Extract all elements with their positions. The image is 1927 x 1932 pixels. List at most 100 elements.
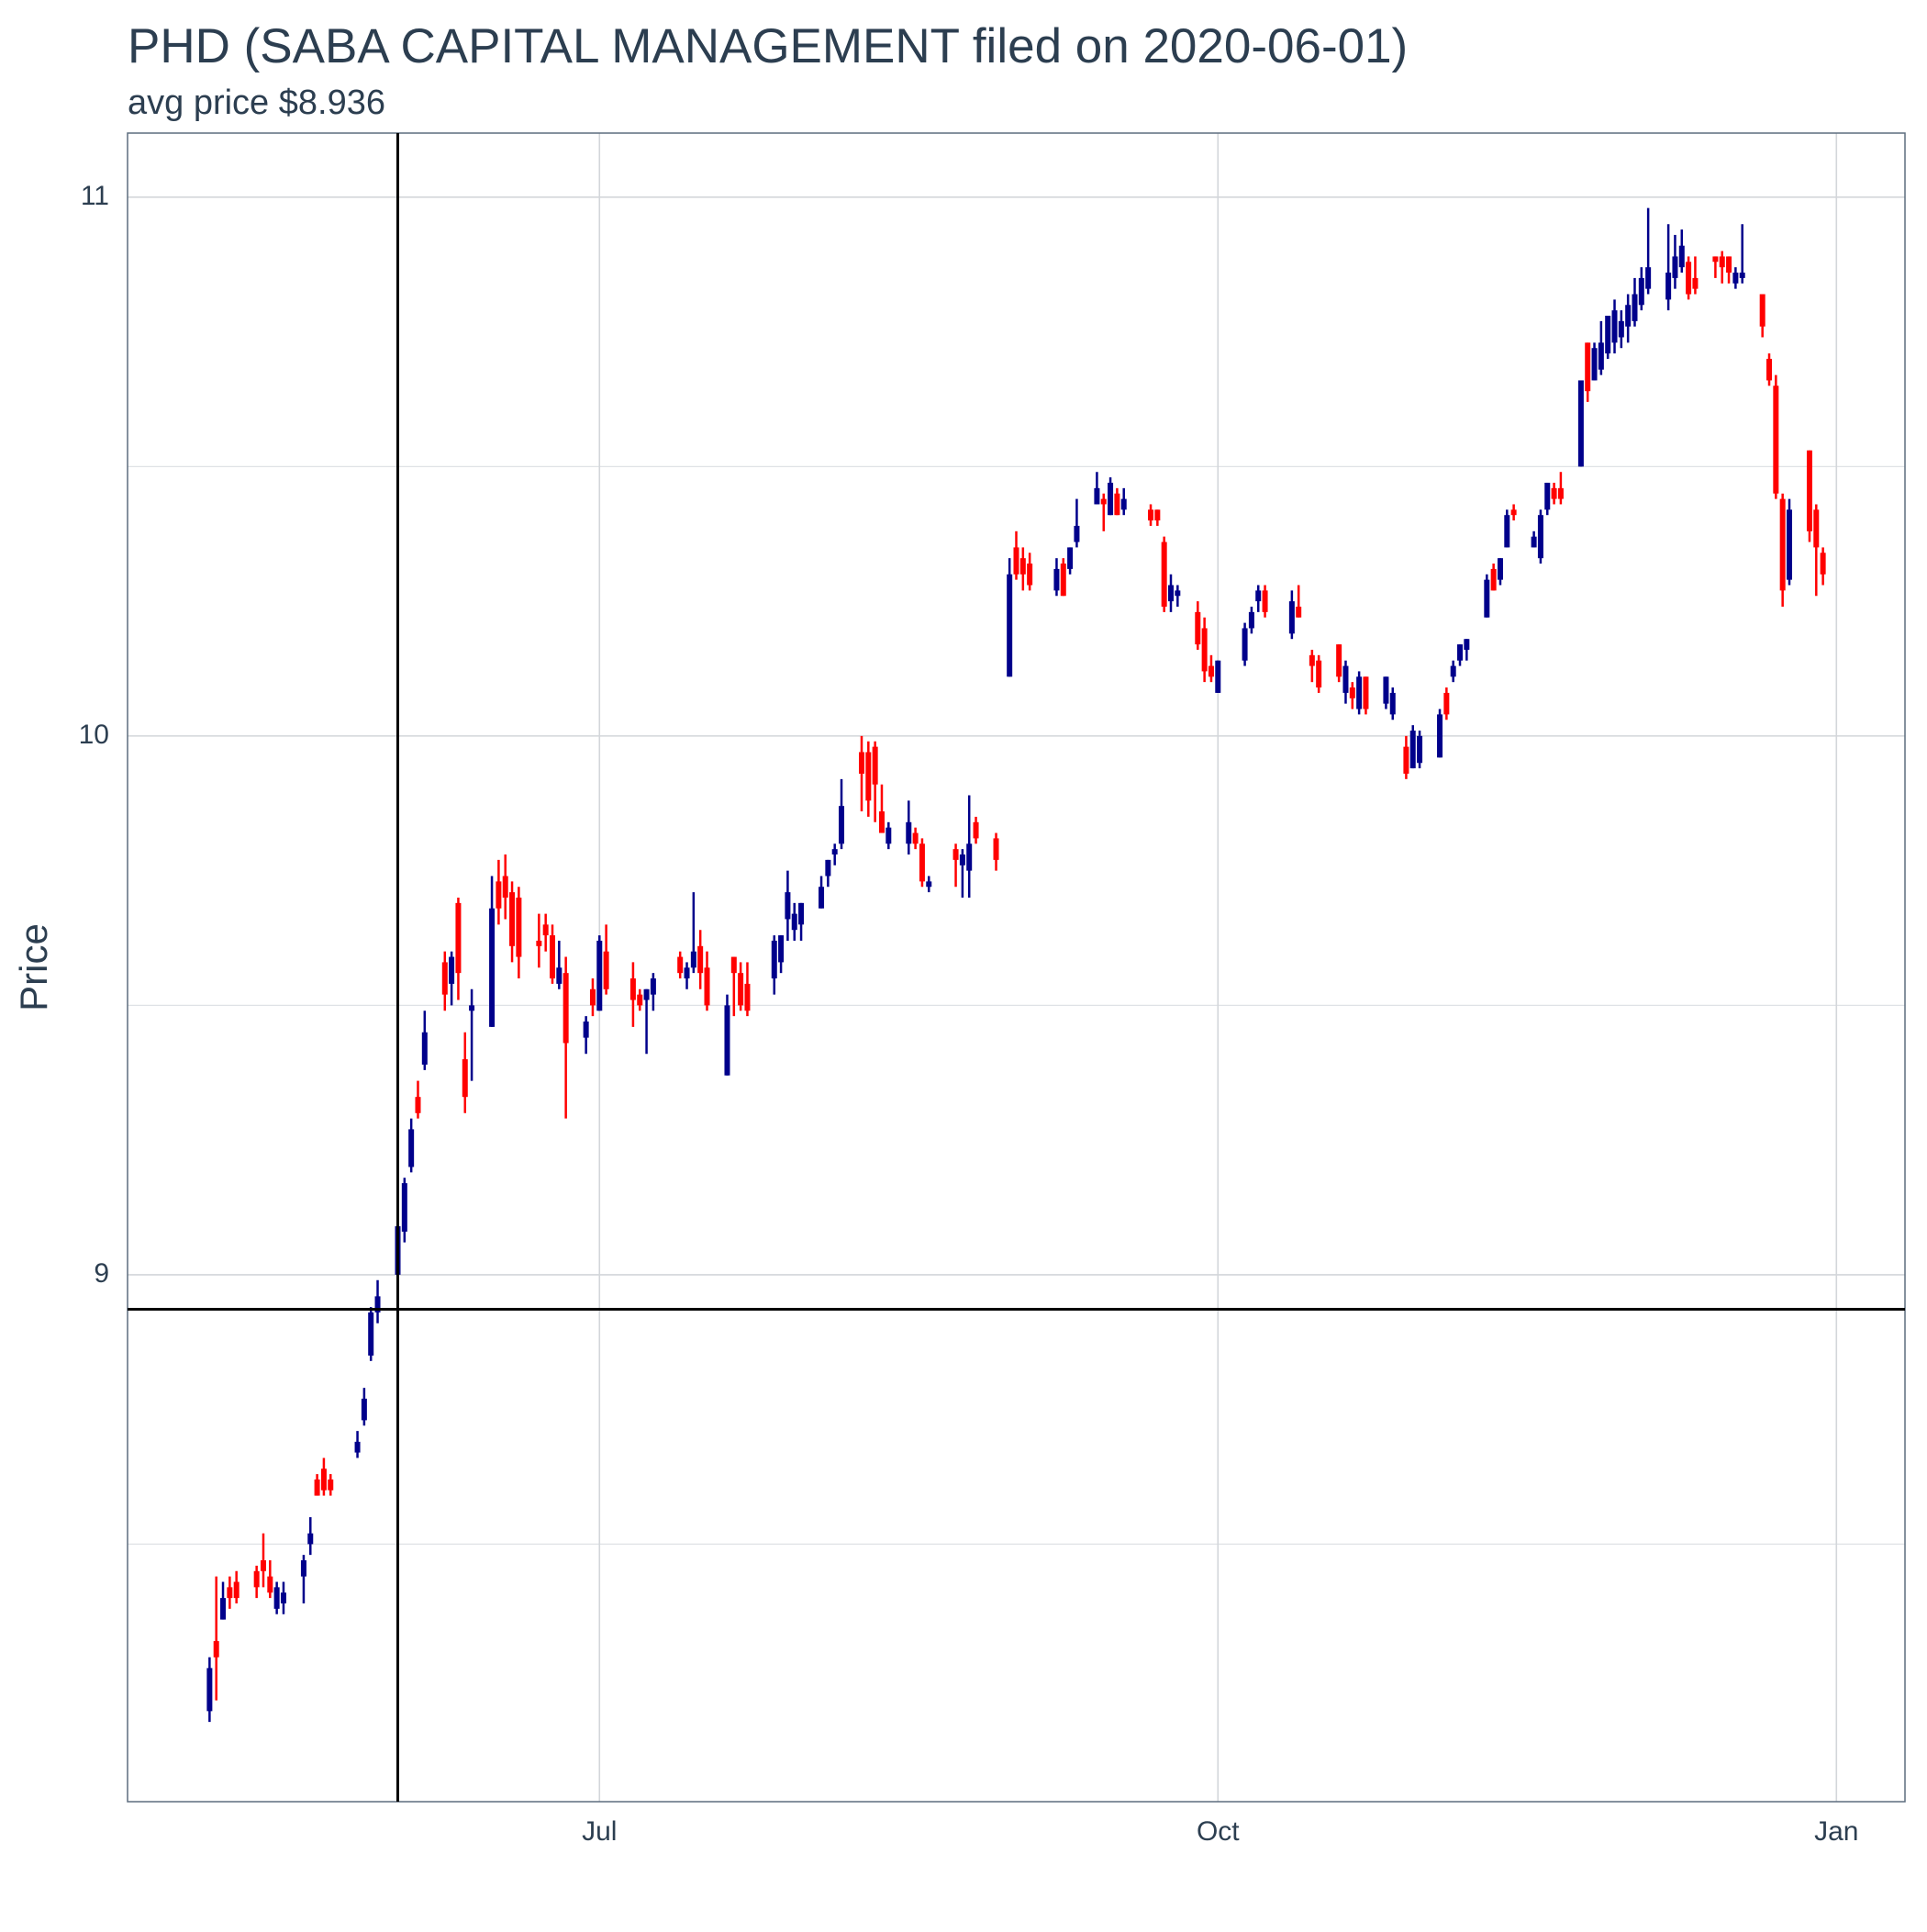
candle-body	[1120, 498, 1127, 510]
candle-body	[1201, 628, 1208, 672]
candle-body	[563, 973, 569, 1044]
candle-body	[489, 908, 496, 1027]
candle-body	[1161, 542, 1167, 607]
candle-body	[1585, 342, 1591, 392]
candle-body	[1591, 348, 1598, 381]
candle-body	[603, 951, 609, 989]
candle-body	[637, 994, 643, 1006]
y-axis-title: Price	[12, 923, 55, 1011]
x-tick-label: Jan	[1814, 1816, 1858, 1847]
candle-body	[1665, 273, 1672, 300]
candle-body	[1417, 735, 1423, 764]
candle-body	[550, 935, 556, 979]
candle-body	[865, 752, 872, 801]
candle-body	[280, 1592, 286, 1603]
candle-body	[1813, 509, 1820, 548]
candle-body	[1686, 262, 1692, 295]
candle-body	[973, 821, 979, 839]
candle-body	[1074, 525, 1080, 542]
chart-title: PHD (SABA CAPITAL MANAGEMENT filed on 20…	[128, 19, 1408, 73]
candle-body	[1019, 558, 1026, 575]
candle-body	[374, 1296, 381, 1312]
candle-body	[1678, 245, 1685, 268]
candle-body	[684, 967, 690, 979]
candle-body	[1457, 644, 1464, 661]
candle-body	[1094, 487, 1100, 505]
candle-body	[368, 1312, 374, 1356]
candle-body	[704, 967, 710, 1006]
candle-body	[1692, 277, 1699, 289]
candle-body	[1557, 487, 1564, 499]
candle-body	[421, 1032, 428, 1065]
candle-body	[771, 940, 777, 979]
candle-body	[320, 1469, 327, 1491]
candle-body	[233, 1581, 239, 1599]
candle-body	[1611, 310, 1618, 343]
candle-body	[542, 924, 549, 936]
candle-body	[1773, 385, 1779, 494]
candle-body	[730, 956, 737, 974]
candle-body	[1672, 256, 1678, 278]
candle-body	[1820, 553, 1826, 575]
candle-body	[469, 1005, 475, 1011]
candle-body	[785, 892, 791, 920]
candle-body	[1215, 660, 1221, 693]
candle-body	[354, 1441, 361, 1453]
candle-body	[1242, 628, 1248, 661]
chart-subtitle: avg price $8.936	[128, 84, 385, 122]
candle-body	[1060, 564, 1066, 597]
candle-body	[307, 1533, 314, 1545]
candle-body	[1759, 294, 1765, 327]
y-tick-label: 9	[94, 1258, 109, 1289]
candle-body	[583, 1021, 589, 1038]
candle-body	[966, 843, 973, 871]
x-tick-label: Jul	[582, 1816, 617, 1847]
candle-body	[952, 849, 959, 860]
candle-body	[441, 962, 448, 995]
candle-body	[1544, 482, 1551, 510]
candle-body	[1450, 665, 1456, 677]
candle-body	[831, 849, 838, 855]
candle-body	[1577, 380, 1584, 467]
candle-body	[1356, 676, 1363, 709]
candle-body	[819, 887, 825, 909]
candle-body	[1349, 687, 1355, 698]
candle-body	[516, 897, 522, 957]
candle-body	[1067, 547, 1074, 569]
candle-body	[1288, 601, 1295, 634]
candle-body	[1208, 665, 1214, 677]
candle-body	[1363, 676, 1369, 709]
candle-body	[227, 1587, 233, 1599]
candle-body	[509, 892, 516, 946]
candle-body	[556, 967, 563, 984]
candle-body	[919, 843, 925, 882]
candle-body	[1605, 315, 1611, 354]
candle-body	[993, 838, 999, 860]
candle-body	[959, 854, 965, 865]
candle-body	[1409, 731, 1416, 769]
candle-body	[1464, 639, 1470, 650]
candle-body	[912, 832, 919, 844]
candle-body	[1053, 568, 1060, 591]
candle-body	[1148, 509, 1154, 521]
candle-body	[906, 821, 912, 844]
candle-body	[1342, 665, 1349, 693]
candle-body	[1108, 482, 1114, 516]
candle-body	[596, 940, 603, 1011]
candle-body	[1510, 509, 1517, 516]
candle-body	[220, 1598, 227, 1620]
candle-body	[1625, 305, 1632, 327]
candle-body	[1255, 590, 1262, 602]
candle-body	[1739, 273, 1745, 278]
candle-body	[825, 859, 831, 877]
candle-body	[361, 1398, 367, 1421]
candle-body	[455, 902, 462, 974]
candle-body	[1712, 256, 1719, 262]
candle-body	[328, 1479, 334, 1491]
candle-body	[724, 1005, 730, 1076]
candle-body	[1806, 450, 1812, 531]
candle-body	[253, 1570, 260, 1588]
candle-body	[536, 940, 542, 946]
